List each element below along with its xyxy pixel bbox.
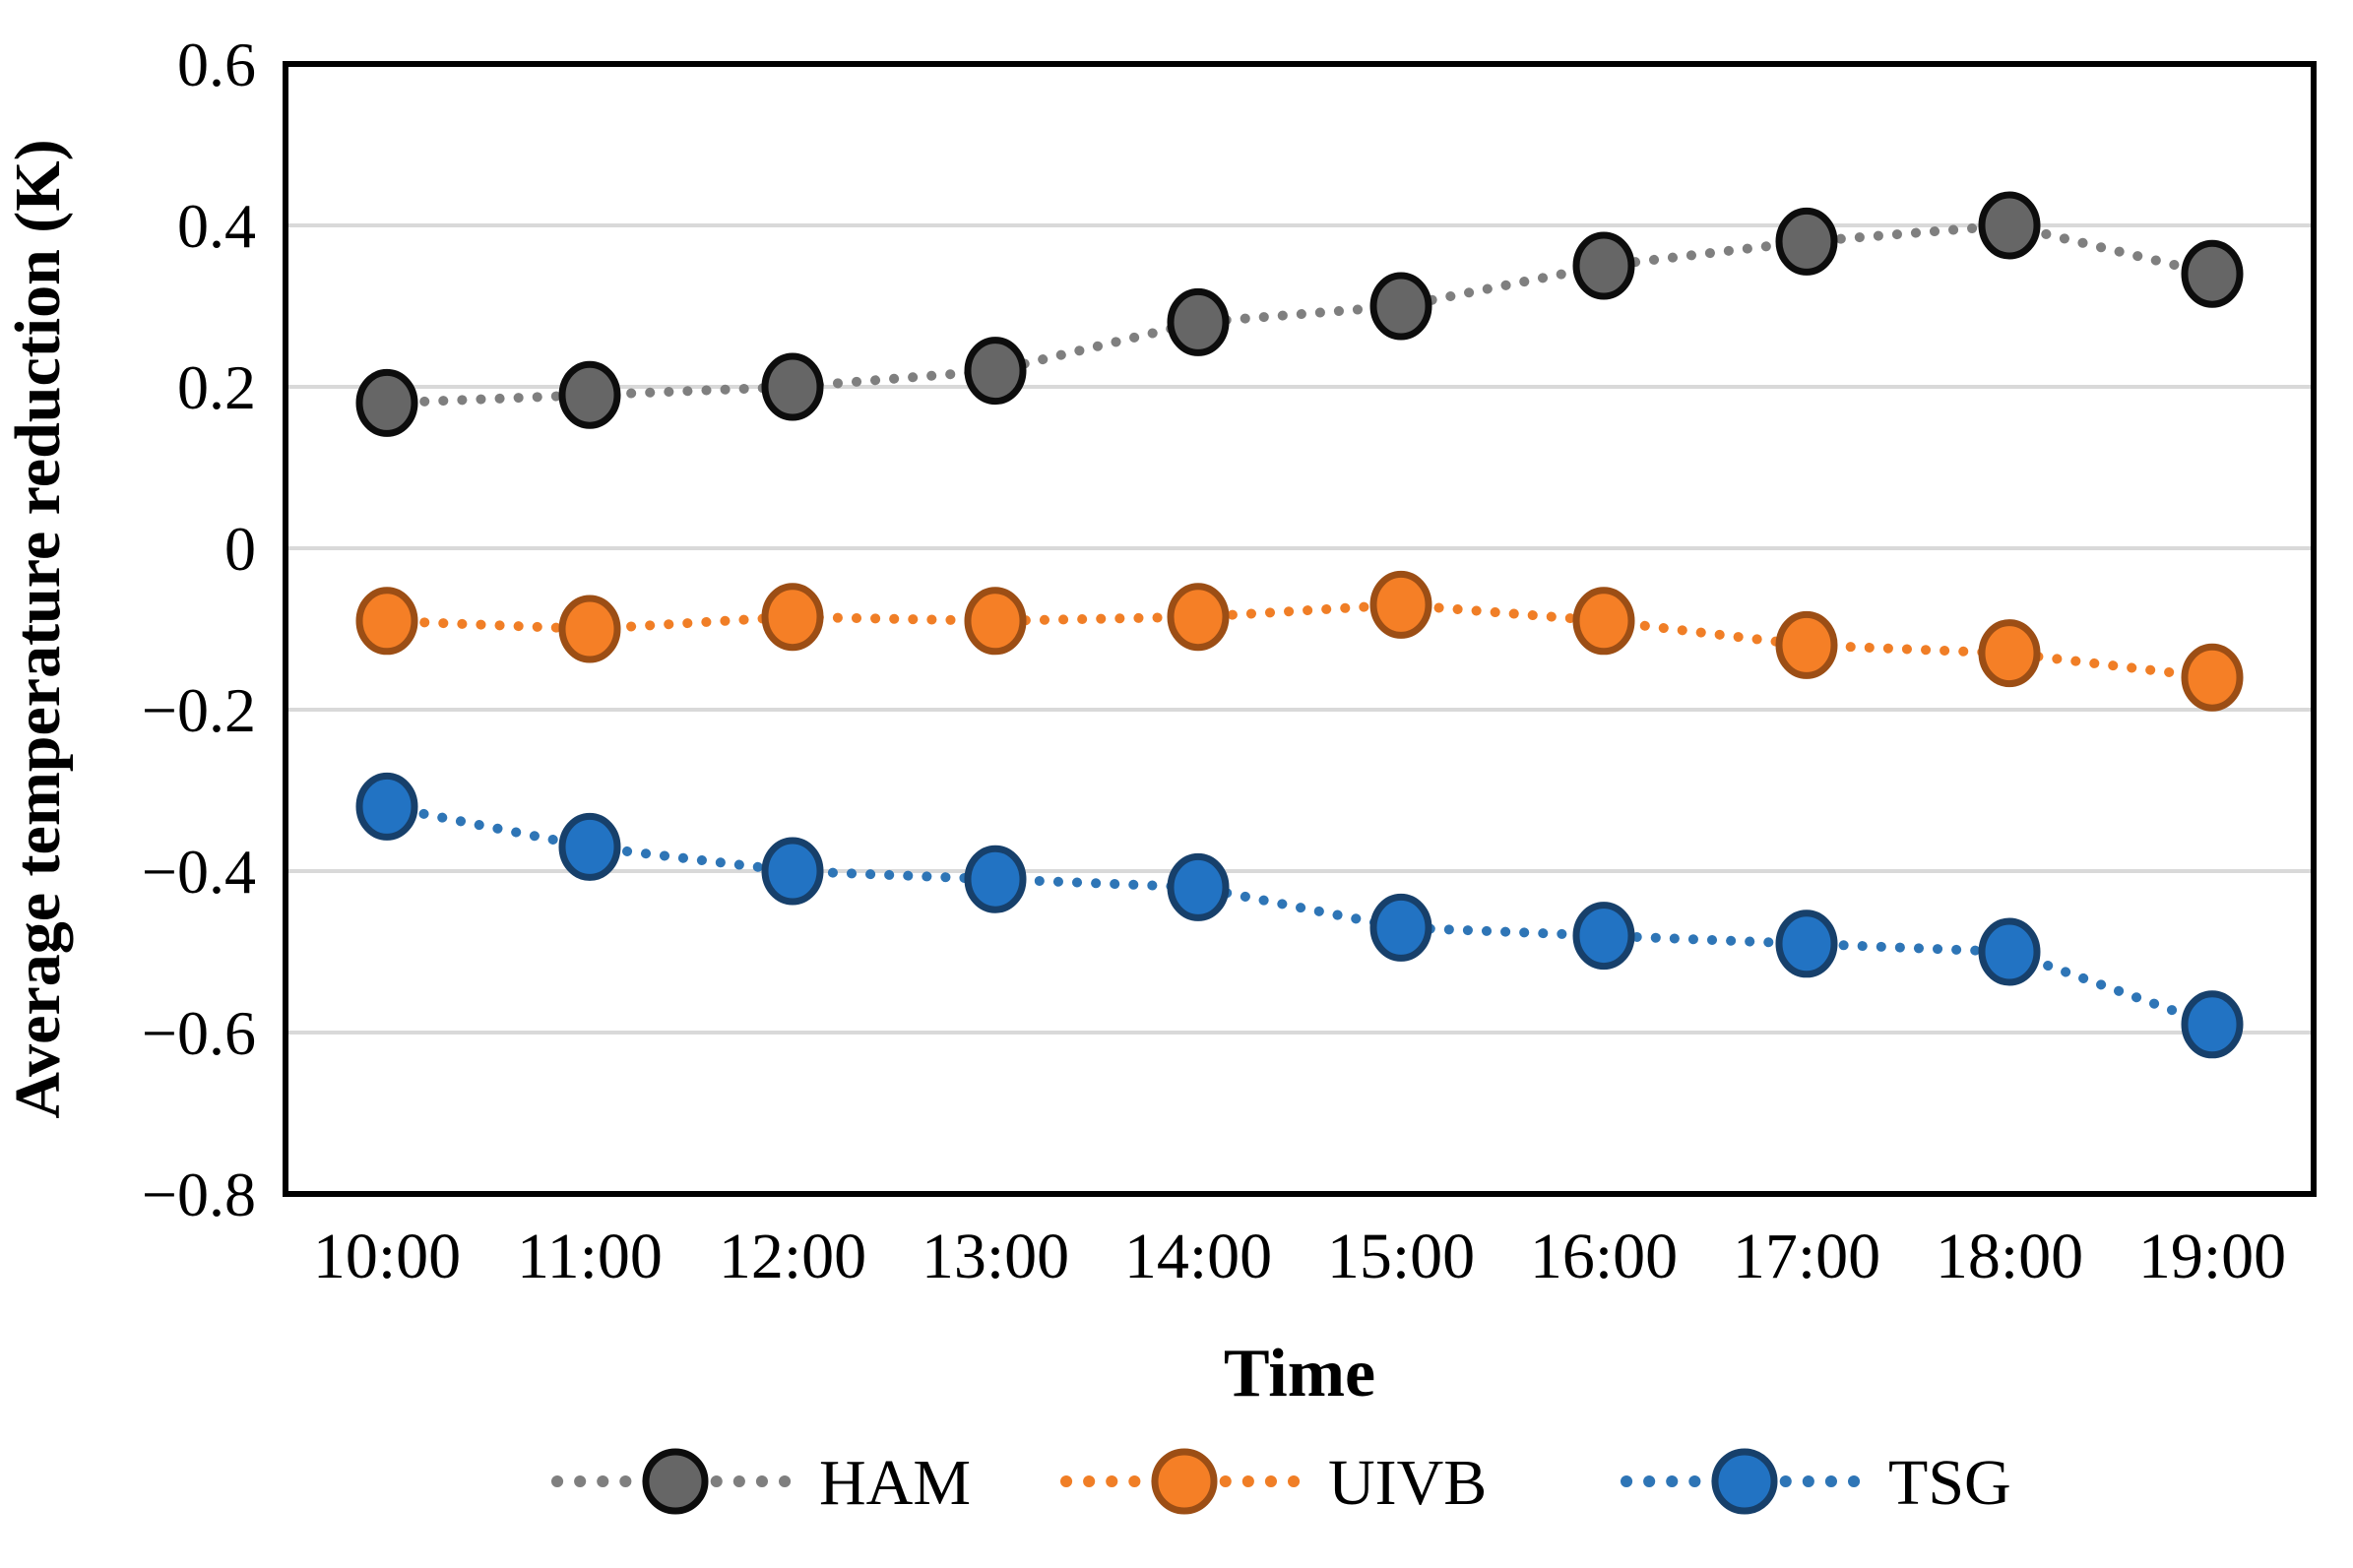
- tsg-data-point: [1978, 917, 2041, 986]
- ham-data-point: [558, 360, 621, 429]
- ham-data-point: [1978, 191, 2041, 260]
- x-tick-label: 12:00: [719, 1221, 866, 1292]
- uivb-data-point: [964, 587, 1027, 656]
- uivb-data-point: [1775, 610, 1838, 679]
- legend-item-tsg: TSG: [1621, 1447, 2011, 1519]
- x-tick-label: 17:00: [1733, 1221, 1880, 1292]
- uivb-data-point: [558, 595, 621, 663]
- ham-data-point: [355, 368, 418, 437]
- tsg-data-point: [964, 845, 1027, 913]
- x-tick-label: 14:00: [1124, 1221, 1272, 1292]
- x-tick-label: 10:00: [313, 1221, 461, 1292]
- ham-data-point: [964, 337, 1027, 406]
- ham-data-point: [1775, 207, 1838, 276]
- legend-label: HAM: [819, 1447, 971, 1519]
- y-tick-label: −0.8: [142, 1160, 256, 1229]
- y-axis-title: Average temperature reduction (K): [2, 139, 74, 1118]
- ham-data-point: [761, 352, 824, 421]
- x-tick-label: 19:00: [2138, 1221, 2286, 1292]
- y-tick-label: 0.4: [177, 191, 256, 261]
- ham-data-point: [2181, 239, 2244, 308]
- x-axis-title: Time: [1224, 1336, 1375, 1411]
- uivb-data-point: [1167, 583, 1230, 652]
- y-tick-label: 0: [224, 514, 256, 584]
- y-tick-label: −0.4: [142, 837, 256, 907]
- tsg-data-point: [1572, 902, 1635, 971]
- uivb-data-point: [2181, 643, 2244, 712]
- y-tick-label: −0.2: [142, 675, 256, 745]
- uivb-series-line: [382, 599, 2217, 683]
- plot-border: [283, 61, 2317, 1197]
- uivb-data-point: [1369, 570, 1432, 639]
- legend-item-ham: HAM: [551, 1447, 971, 1519]
- tsg-data-point: [761, 837, 824, 906]
- tsg-data-point: [2181, 990, 2244, 1059]
- tsg-series-line: [382, 801, 2217, 1030]
- x-tick-label: 13:00: [922, 1221, 1069, 1292]
- x-tick-label: 15:00: [1327, 1221, 1475, 1292]
- uivb-data-point: [1978, 619, 2041, 688]
- tsg-data-point: [1775, 909, 1838, 978]
- uivb-data-point: [1572, 587, 1635, 656]
- x-tick-label: 18:00: [1936, 1221, 2083, 1292]
- legend-marker: [1151, 1448, 1218, 1515]
- ham-data-point: [1572, 231, 1635, 300]
- uivb-data-point: [761, 583, 824, 652]
- legend-marker: [1711, 1448, 1778, 1515]
- legend-marker: [642, 1448, 709, 1515]
- uivb-data-point: [355, 587, 418, 656]
- ham-data-point: [1369, 272, 1432, 341]
- legend-label: TSG: [1888, 1447, 2011, 1519]
- ham-data-point: [1167, 287, 1230, 356]
- legend-label: UIVB: [1328, 1447, 1487, 1519]
- x-tick-label: 11:00: [517, 1221, 663, 1292]
- y-tick-label: 0.2: [177, 352, 256, 422]
- tsg-data-point: [1369, 893, 1432, 962]
- x-tick-label: 16:00: [1530, 1221, 1678, 1292]
- tsg-data-point: [558, 812, 621, 881]
- y-tick-label: −0.6: [142, 998, 256, 1068]
- y-tick-label: 0.6: [177, 30, 256, 99]
- ham-series-line: [382, 220, 2217, 408]
- tsg-data-point: [355, 772, 418, 841]
- tsg-data-point: [1167, 852, 1230, 921]
- legend-item-uivb: UIVB: [1060, 1447, 1487, 1519]
